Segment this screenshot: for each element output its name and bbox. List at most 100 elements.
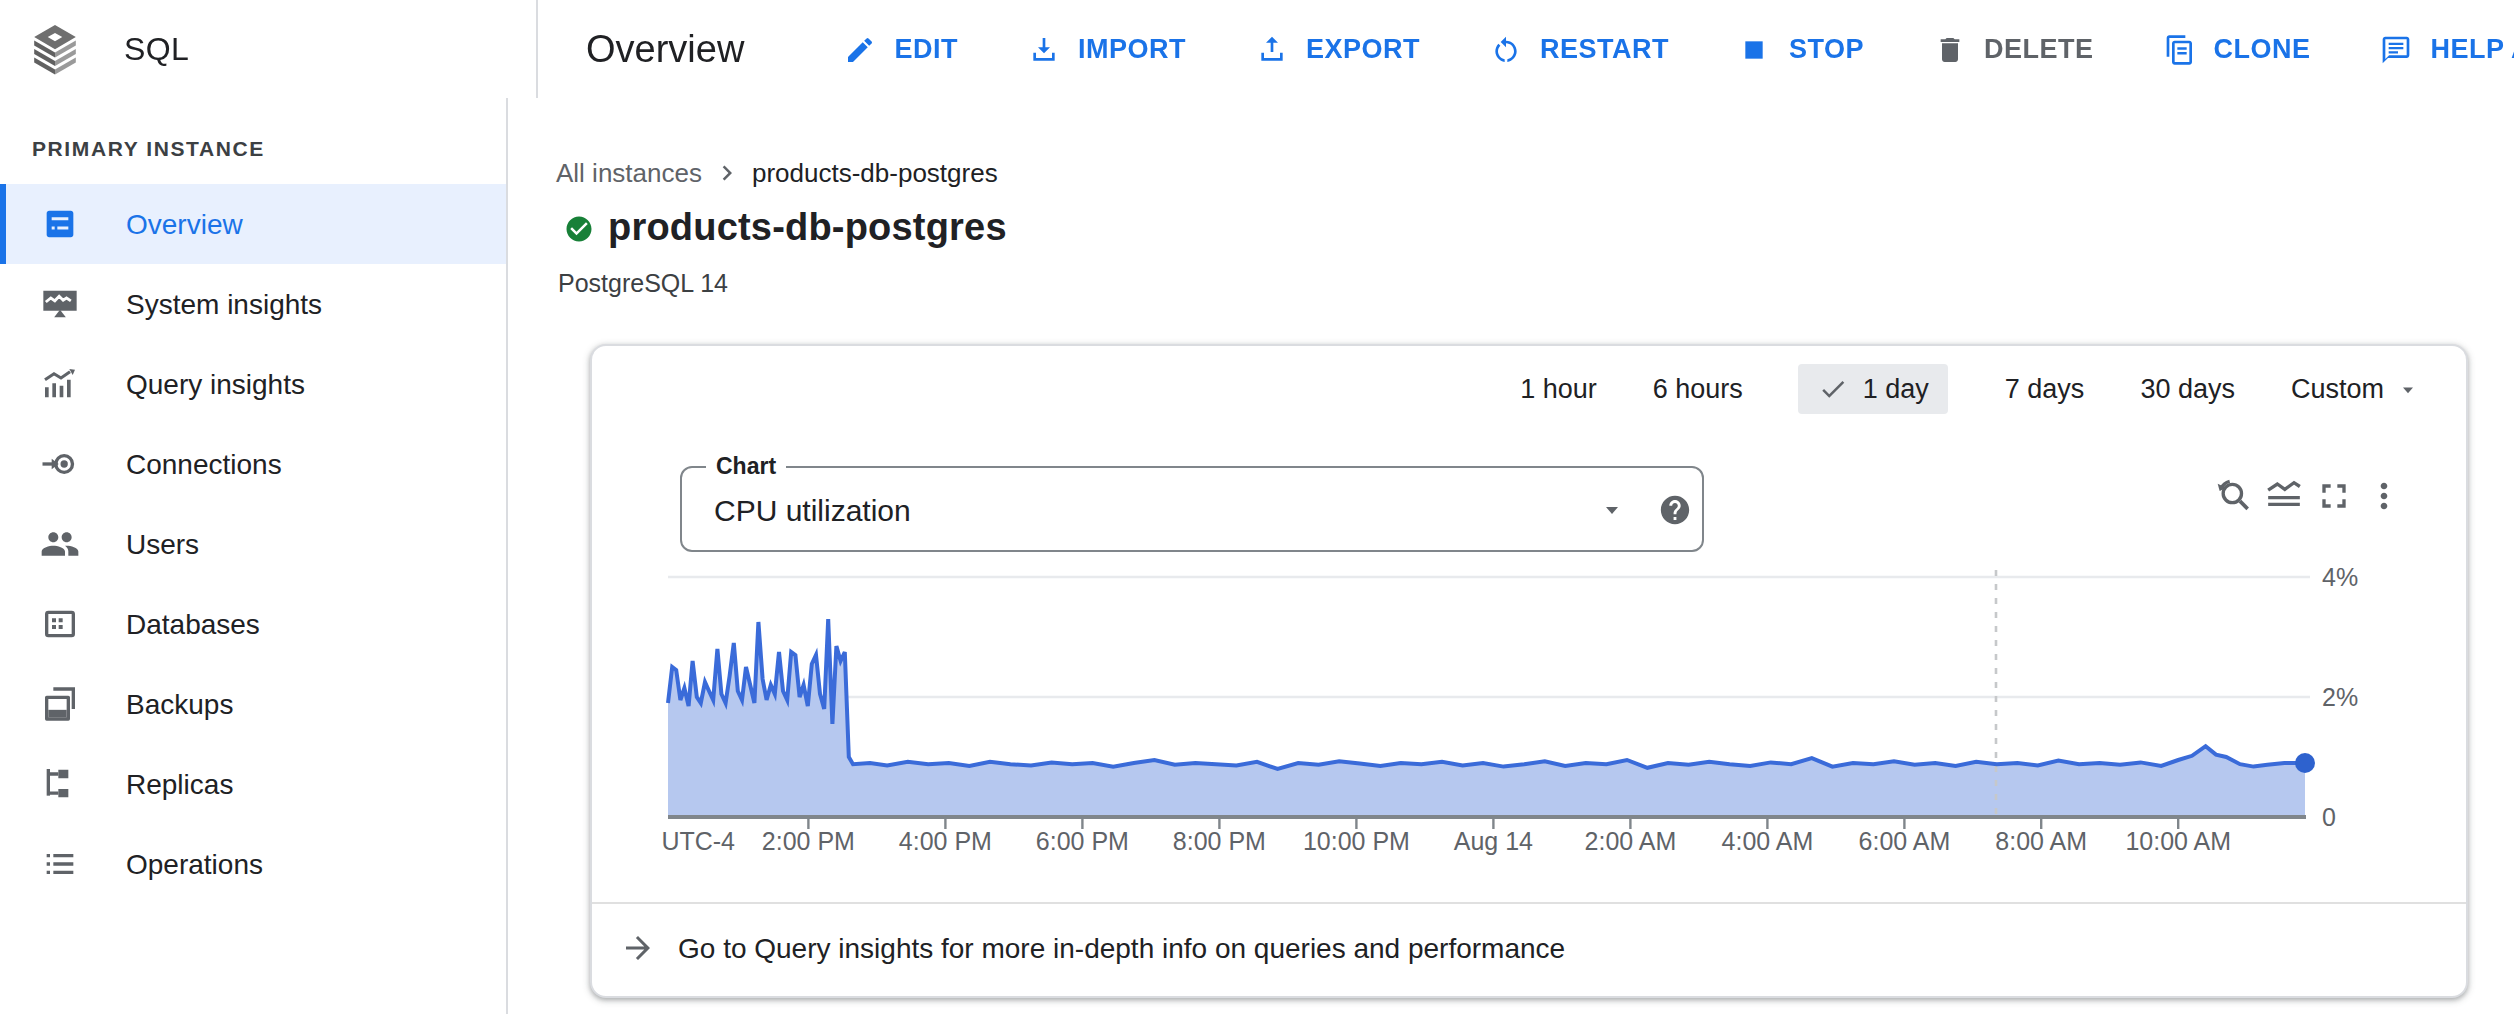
sidebar-item-backups[interactable]: Backups — [0, 664, 506, 744]
sidebar-section-label: PRIMARY INSTANCE — [32, 136, 506, 160]
y-tick-label: 0 — [2322, 803, 2336, 831]
cloud-sql-console: SQL Overview EDIT IMPORT EXPORT RESTART STOP… — [0, 0, 2514, 1014]
query-insights-link-text: Go to Query insights for more in-depth i… — [678, 932, 1565, 964]
action-label: STOP — [1789, 34, 1864, 64]
chart-metric-select[interactable]: Chart CPU utilization — [680, 466, 1704, 552]
databases-icon — [40, 604, 80, 644]
sidebar-item-label: Backups — [126, 688, 233, 720]
users-icon — [40, 524, 80, 564]
sidebar-item-operations[interactable]: Operations — [0, 824, 506, 904]
help-assistant-icon — [2381, 33, 2413, 65]
x-tick-label: 2:00 AM — [1585, 827, 1677, 855]
y-tick-label: 2% — [2322, 683, 2358, 711]
sidebar-item-replicas[interactable]: Replicas — [0, 744, 506, 824]
sidebar-item-label: Operations — [126, 848, 263, 880]
time-range-6-hours[interactable]: 6 hours — [1653, 364, 1743, 414]
sidebar-item-label: Overview — [126, 208, 243, 240]
cloud-sql-logo-icon — [30, 23, 80, 75]
time-range-label: 30 days — [2140, 374, 2235, 404]
sidebar-item-overview[interactable]: Overview — [0, 184, 506, 264]
cpu-area — [668, 619, 2305, 817]
action-clone-button[interactable]: CLONE — [2164, 33, 2311, 65]
export-icon — [1256, 33, 1288, 65]
action-stop-button[interactable]: STOP — [1739, 33, 1864, 65]
time-range-7-days[interactable]: 7 days — [2005, 364, 2085, 414]
chart-select-label: Chart — [706, 454, 786, 480]
sidebar-nav: Overview System insights Query insights Con… — [0, 184, 506, 904]
action-restart-button[interactable]: RESTART — [1490, 33, 1669, 65]
help-icon[interactable] — [1658, 492, 1692, 526]
x-tick-label: 2:00 PM — [762, 827, 855, 855]
x-tick-label: 10:00 PM — [1303, 827, 1410, 855]
query-insights-icon — [40, 364, 80, 404]
zoom-reset-icon[interactable] — [2214, 476, 2254, 516]
connections-icon — [40, 444, 80, 484]
sidebar-item-label: Users — [126, 528, 199, 560]
pencil-icon — [844, 33, 876, 65]
overview-icon — [40, 204, 80, 244]
check-circle-icon — [564, 213, 594, 243]
app-header: SQL Overview EDITIMPORTEXPORTRESTARTSTOP… — [0, 0, 2514, 100]
operations-icon — [40, 844, 80, 884]
time-range-label: 6 hours — [1653, 374, 1743, 404]
action-label: EXPORT — [1306, 34, 1420, 64]
action-label: RESTART — [1540, 34, 1669, 64]
x-tick-label: 4:00 AM — [1722, 827, 1814, 855]
action-edit-button[interactable]: EDIT — [844, 33, 958, 65]
instance-name: products-db-postgres — [608, 206, 1007, 250]
time-range-label: 1 hour — [1520, 374, 1597, 404]
area-chart-icon[interactable] — [2264, 476, 2304, 516]
sidebar-item-label: System insights — [126, 288, 322, 320]
x-tick-label: 4:00 PM — [899, 827, 992, 855]
action-help-assistant-button[interactable]: HELP ASSISTANT — [2381, 33, 2514, 65]
sidebar-item-label: Replicas — [126, 768, 233, 800]
x-tick-label: 8:00 PM — [1173, 827, 1266, 855]
arrow-right-icon — [620, 930, 656, 966]
main-content: All instances products-db-postgres produ… — [508, 98, 2514, 1014]
instance-title-row: products-db-postgres — [564, 206, 1007, 250]
sidebar-item-databases[interactable]: Databases — [0, 584, 506, 664]
query-insights-link[interactable]: Go to Query insights for more in-depth i… — [620, 930, 1565, 966]
triangle-down-icon — [2398, 379, 2418, 399]
action-label: EDIT — [894, 34, 958, 64]
sidebar: PRIMARY INSTANCE Overview System insights… — [0, 98, 508, 1014]
action-import-button[interactable]: IMPORT — [1028, 33, 1186, 65]
x-axis-note: UTC-4 — [661, 827, 735, 855]
cpu-utilization-chart: UTC-42:00 PM4:00 PM6:00 PM8:00 PM10:00 P… — [592, 346, 2466, 902]
sidebar-item-connections[interactable]: Connections — [0, 424, 506, 504]
fullscreen-icon[interactable] — [2314, 476, 2354, 516]
sidebar-item-query-insights[interactable]: Query insights — [0, 344, 506, 424]
action-label: IMPORT — [1078, 34, 1186, 64]
action-export-button[interactable]: EXPORT — [1256, 33, 1420, 65]
sidebar-item-label: Query insights — [126, 368, 305, 400]
x-tick-label: 6:00 AM — [1859, 827, 1951, 855]
product-header: SQL — [0, 0, 538, 98]
chart-selected-metric: CPU utilization — [714, 492, 911, 526]
chevron-right-icon — [712, 157, 742, 187]
product-name: SQL — [124, 31, 189, 67]
x-tick-label: Aug 14 — [1454, 827, 1533, 855]
latest-point-dot — [2295, 753, 2315, 773]
time-range-custom[interactable]: Custom — [2291, 364, 2418, 414]
y-tick-label: 4% — [2322, 563, 2358, 591]
sidebar-item-label: Connections — [126, 448, 282, 480]
x-tick-label: 10:00 AM — [2125, 827, 2231, 855]
time-range-1-hour[interactable]: 1 hour — [1520, 364, 1597, 414]
sidebar-item-system-insights[interactable]: System insights — [0, 264, 506, 344]
system-insights-icon — [40, 284, 80, 324]
cpu-chart-svg: UTC-42:00 PM4:00 PM6:00 PM8:00 PM10:00 P… — [592, 346, 2466, 902]
time-range-1-day[interactable]: 1 day — [1799, 364, 1949, 414]
sidebar-item-users[interactable]: Users — [0, 504, 506, 584]
breadcrumb: All instances products-db-postgres — [556, 156, 998, 188]
more-vert-icon[interactable] — [2364, 476, 2404, 516]
time-range-label: Custom — [2291, 374, 2384, 404]
action-delete-button[interactable]: DELETE — [1934, 33, 2094, 65]
checkmark-icon — [1819, 374, 1849, 404]
sidebar-item-label: Databases — [126, 608, 260, 640]
time-range-30-days[interactable]: 30 days — [2140, 364, 2235, 414]
instance-actions-toolbar: EDIT IMPORT EXPORT RESTART STOP DELETE CLONE HE… — [844, 33, 2514, 65]
breadcrumb-all-instances[interactable]: All instances — [556, 157, 702, 187]
action-label: CLONE — [2214, 34, 2311, 64]
cpu-line — [668, 619, 2305, 769]
triangle-down-icon[interactable] — [1600, 497, 1624, 521]
